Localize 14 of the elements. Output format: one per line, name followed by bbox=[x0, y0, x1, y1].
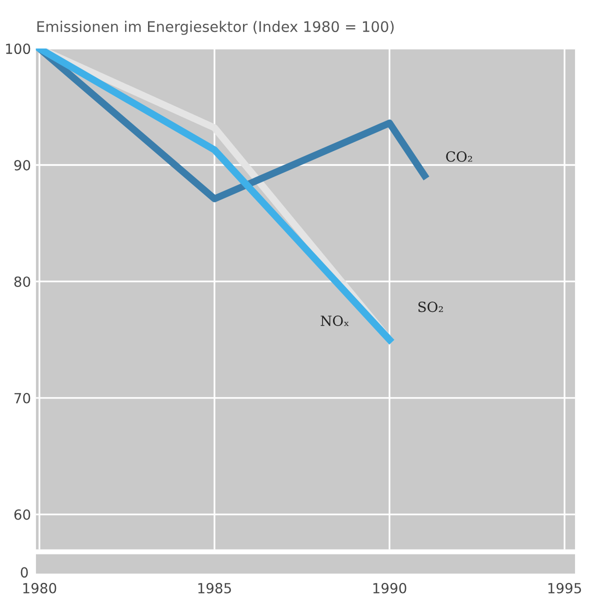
y-tick-label: 60 bbox=[14, 509, 30, 520]
series-label: NOₓ bbox=[320, 316, 349, 326]
text: 0 bbox=[20, 567, 28, 578]
chart-title: Emissionen im Energiesektor (Index 1980 = 100) bbox=[37, 20, 394, 35]
y-tick-label: 90 bbox=[14, 160, 30, 170]
x-tick-label: 1980 bbox=[23, 582, 56, 594]
x-tick-label: 1995 bbox=[548, 582, 581, 594]
x-tick-label: 1990 bbox=[373, 582, 406, 594]
y-tick-label: 80 bbox=[14, 276, 30, 287]
text: SO₂ bbox=[418, 302, 443, 312]
y-tick-label: 70 bbox=[14, 392, 30, 404]
y-tick-label: 100 bbox=[6, 44, 30, 54]
x-tick-label: 1985 bbox=[198, 582, 231, 594]
series-label: CO₂ bbox=[446, 151, 472, 162]
